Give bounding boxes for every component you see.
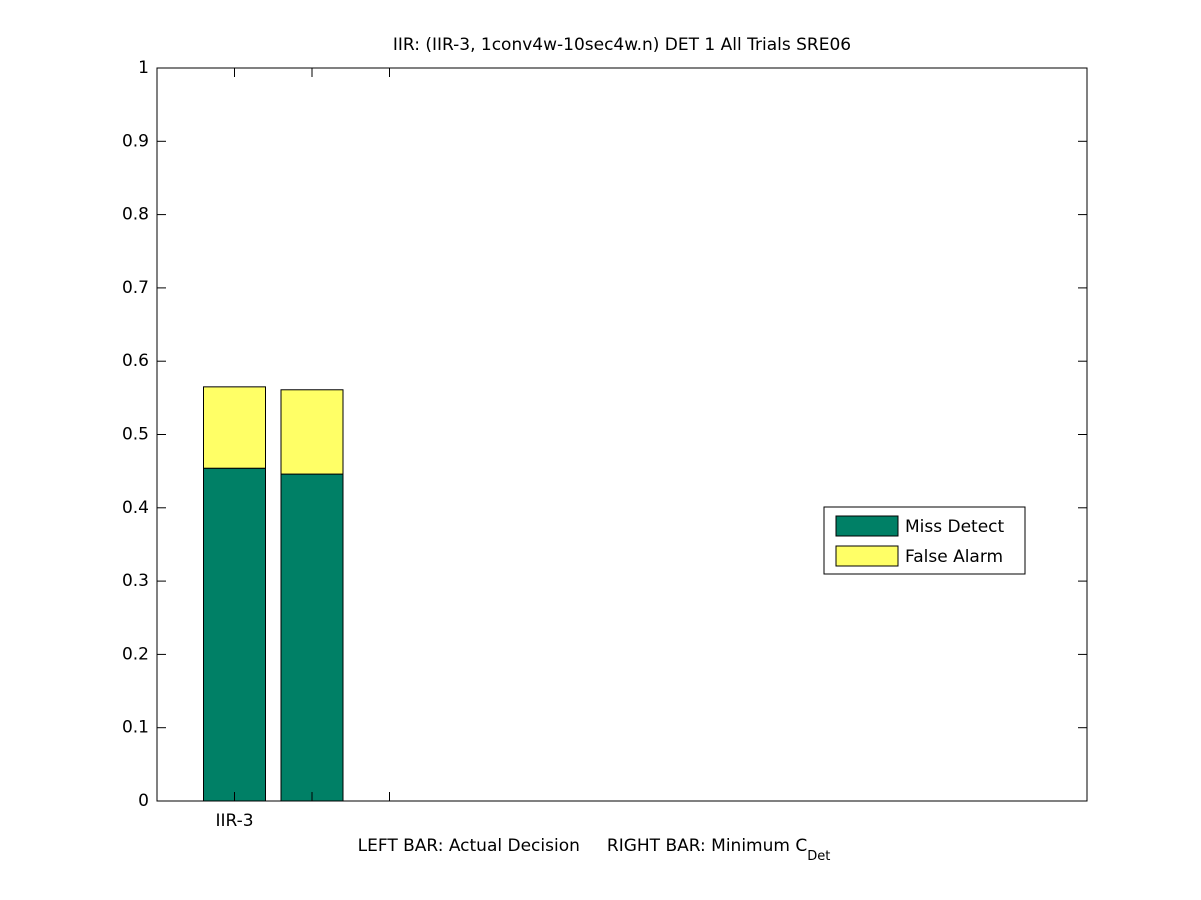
x-axis-label: LEFT BAR: Actual Decision RIGHT BAR: Min…	[358, 836, 831, 864]
y-tick-label: 1	[138, 58, 149, 78]
bar-segment	[203, 386, 266, 469]
x-tick-label: IIR-3	[215, 811, 253, 831]
y-tick-label: 0.2	[122, 644, 149, 664]
y-tick-label: 0.8	[122, 205, 149, 225]
legend-swatch	[835, 545, 899, 567]
y-tick-label: 0.4	[122, 498, 149, 518]
y-tick-label: 0.5	[122, 425, 149, 445]
x-axis-label-subscript: Det	[807, 849, 830, 864]
y-tick-label: 0.6	[122, 351, 149, 371]
legend-label: False Alarm	[905, 547, 1003, 567]
y-tick-label: 0.7	[122, 278, 149, 298]
legend-label: Miss Detect	[905, 517, 1005, 537]
legend-swatch	[835, 515, 899, 537]
bar-segment	[280, 389, 344, 475]
y-tick-label: 0.1	[122, 718, 149, 738]
y-tick-label: 0.9	[122, 131, 149, 151]
chart-title: IIR: (IIR-3, 1conv4w-10sec4w.n) DET 1 Al…	[393, 35, 851, 55]
y-tick-label: 0.3	[122, 571, 149, 591]
bar-segment	[280, 473, 344, 802]
y-tick-label: 0	[138, 791, 149, 811]
bar-segment	[203, 467, 266, 802]
x-axis-label-main: LEFT BAR: Actual Decision RIGHT BAR: Min…	[358, 836, 808, 856]
